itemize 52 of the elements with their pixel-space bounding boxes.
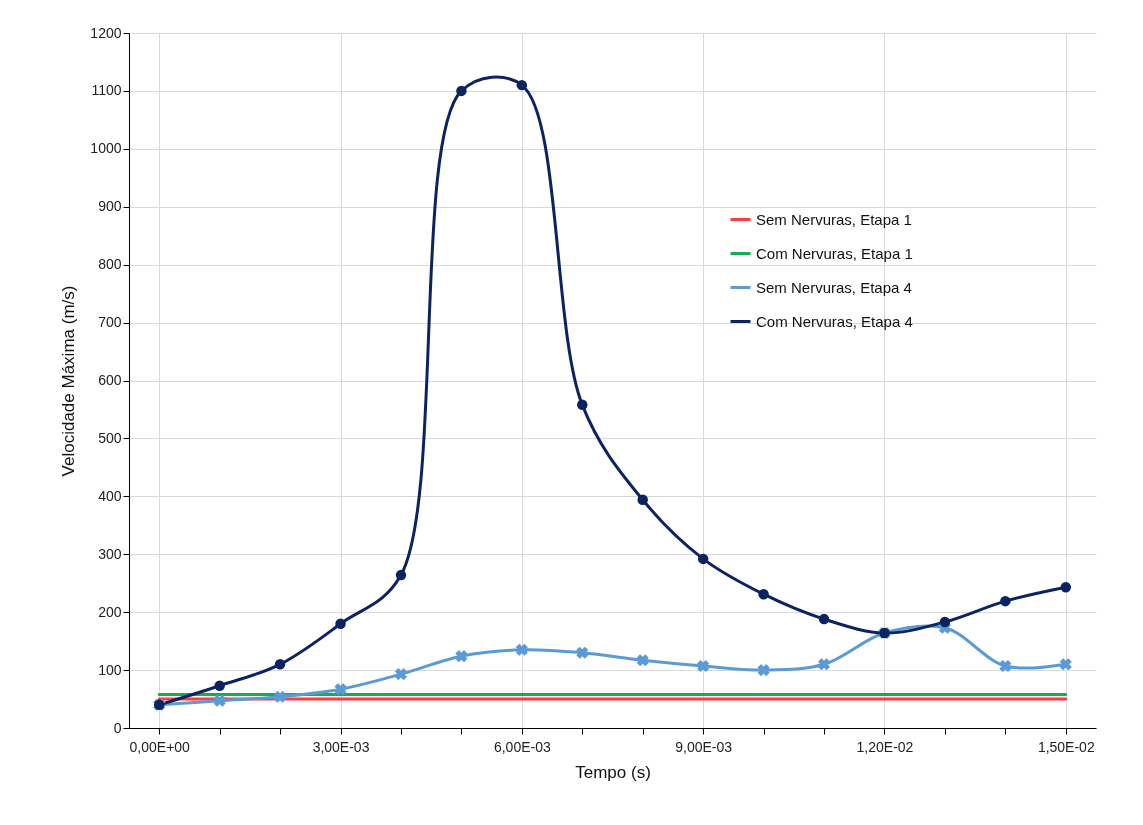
y-tick-label: 1000 <box>90 140 122 157</box>
x-tick-label: 3,00E-03 <box>312 738 370 755</box>
y-tick-label: 900 <box>98 198 122 215</box>
y-tick-label: 1100 <box>91 82 122 99</box>
point <box>697 553 709 565</box>
point <box>576 646 589 659</box>
point <box>758 588 769 600</box>
x-tick-label: 1,20E-02 <box>856 738 914 755</box>
point <box>636 654 649 667</box>
point <box>213 694 226 707</box>
point <box>637 494 648 506</box>
y-tick-label: 800 <box>98 256 122 273</box>
point <box>335 618 346 629</box>
y-axis-title: Velocidade Máxima (m/s) <box>59 285 79 477</box>
point <box>214 680 225 691</box>
point <box>516 79 528 91</box>
point <box>515 643 528 656</box>
legend-label: Com Nervuras, Etapa 1 <box>756 244 913 262</box>
point <box>274 690 287 703</box>
point <box>394 668 408 681</box>
point <box>1060 582 1072 593</box>
point <box>817 658 831 671</box>
point <box>456 85 467 97</box>
legend-label: Sem Nervuras, Etapa 1 <box>756 210 912 228</box>
y-tick-label: 200 <box>98 603 122 620</box>
point <box>999 659 1012 673</box>
legend-label: Sem Nervuras, Etapa 4 <box>756 278 912 296</box>
point <box>757 664 770 677</box>
x-tick-label: 6,00E-03 <box>493 738 551 755</box>
y-tick-label: 300 <box>98 545 122 562</box>
point <box>939 616 951 628</box>
point <box>818 613 830 625</box>
point <box>1000 595 1011 607</box>
x-tick-label: 1,50E-02 <box>1037 738 1095 755</box>
point <box>334 683 347 696</box>
x-axis-title: Tempo (s) <box>575 762 651 782</box>
point <box>455 650 468 663</box>
y-tick-label: 1200 <box>90 24 122 41</box>
x-tick-label: 0,00E+00 <box>129 738 191 755</box>
x-tick-label: 9,00E-03 <box>675 738 733 755</box>
point <box>274 659 286 670</box>
y-tick-label: 700 <box>98 314 122 331</box>
legend-label: Com Nervuras, Etapa 4 <box>756 312 913 330</box>
y-tick-label: 600 <box>98 372 122 388</box>
y-tick-label: 0 <box>113 719 122 736</box>
point <box>395 569 407 581</box>
y-tick-label: 500 <box>98 429 122 446</box>
point <box>1059 658 1072 671</box>
point <box>577 399 588 411</box>
point <box>697 659 710 673</box>
y-tick-label: 400 <box>98 487 122 504</box>
y-tick-label: 100 <box>98 661 122 678</box>
